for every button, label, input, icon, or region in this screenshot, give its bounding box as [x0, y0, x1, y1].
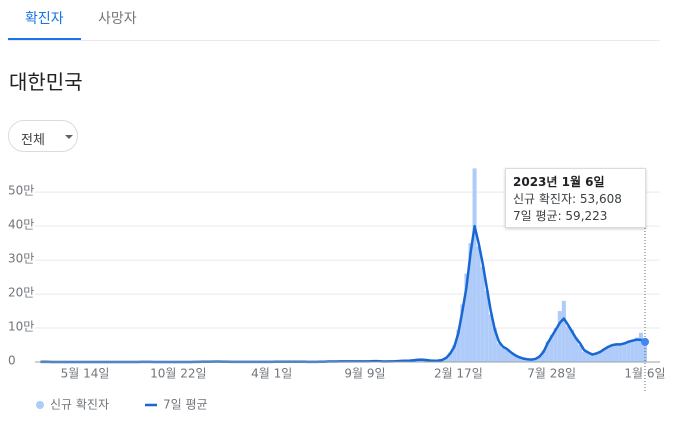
bar	[610, 344, 615, 362]
bar	[452, 345, 457, 362]
bar	[468, 243, 473, 362]
bar	[618, 345, 623, 362]
tab[interactable]: 사망자	[98, 11, 137, 27]
y-tick-label: 0	[8, 354, 16, 368]
filter-dropdown[interactable]: 전체	[8, 120, 78, 152]
bar	[614, 343, 619, 362]
bar	[565, 326, 570, 362]
bar	[505, 350, 510, 362]
divider	[8, 40, 660, 41]
bar	[602, 348, 607, 362]
bar	[622, 342, 627, 362]
bar	[573, 337, 579, 362]
bar	[553, 328, 558, 362]
x-tick-label: 7월 28일	[527, 367, 576, 381]
y-tick-label: 10만	[8, 320, 34, 334]
x-tick-label: 4월 1일	[251, 367, 292, 381]
dropdown-arrow	[65, 135, 73, 139]
tooltip-line: 신규 확진자: 53,608	[513, 192, 622, 206]
legend-marker	[36, 401, 44, 409]
bar	[594, 352, 599, 362]
bar	[460, 304, 465, 362]
bar	[561, 300, 566, 362]
bar	[476, 246, 481, 362]
bar	[586, 352, 591, 362]
tab[interactable]: 확진자	[25, 11, 64, 27]
y-tick-label: 40만	[8, 218, 34, 232]
bar	[545, 341, 550, 362]
legend-label: 7일 평균	[163, 398, 208, 412]
bar	[484, 290, 489, 362]
bar	[500, 347, 506, 362]
bar	[590, 355, 595, 362]
bar	[444, 357, 449, 362]
bar	[578, 345, 583, 362]
x-tick-label: 1월 6일	[624, 367, 665, 381]
y-tick-label: 20만	[8, 286, 34, 300]
bar	[642, 343, 648, 362]
hover-dot	[641, 337, 649, 346]
bar	[606, 345, 611, 362]
tooltip-line: 7일 평균: 59,223	[513, 209, 608, 223]
bar	[557, 311, 562, 362]
bar	[472, 168, 477, 362]
bar	[638, 332, 643, 362]
bar	[569, 329, 574, 362]
bar	[517, 357, 522, 362]
region-title: 대한민국	[9, 70, 83, 94]
bar	[480, 266, 485, 362]
tab-indicator	[8, 38, 81, 40]
bar	[529, 359, 534, 362]
bar	[521, 358, 526, 362]
bar	[496, 343, 501, 362]
y-tick-label: 50만	[8, 184, 34, 198]
bar	[509, 353, 514, 362]
bar	[448, 352, 453, 362]
x-tick-label: 10월 22일	[150, 367, 206, 381]
bar	[634, 337, 639, 362]
filter-label: 전체	[21, 133, 45, 148]
tooltip-title: 2023년 1월 6일	[513, 175, 605, 189]
bar	[582, 351, 587, 362]
bar	[598, 350, 603, 362]
x-tick-label: 9월 9일	[344, 367, 385, 381]
bar	[626, 340, 631, 362]
legend-label: 신규 확진자	[50, 398, 109, 412]
y-tick-label: 30만	[8, 252, 34, 266]
bar	[513, 355, 518, 362]
bar	[525, 359, 530, 362]
bar	[541, 350, 546, 362]
tooltip: 2023년 1월 6일 신규 확진자: 53,608 7일 평균: 59,223	[505, 168, 646, 228]
bar	[549, 334, 554, 362]
bar	[537, 355, 542, 362]
bar	[456, 329, 461, 362]
x-tick-label: 5월 14일	[61, 367, 110, 381]
bar	[464, 273, 469, 362]
bar	[533, 358, 538, 362]
x-tick-label: 2월 17일	[434, 367, 483, 381]
bar	[492, 328, 497, 362]
bar	[630, 339, 635, 362]
bar	[488, 314, 493, 362]
